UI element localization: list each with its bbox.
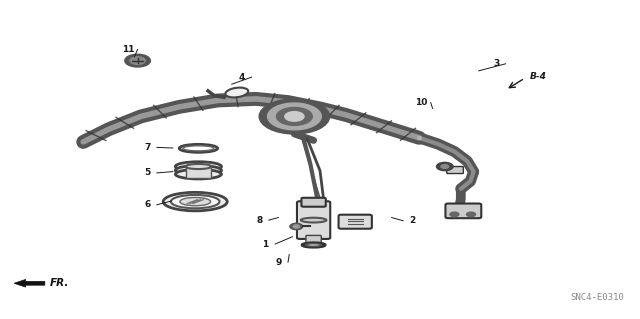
Ellipse shape	[180, 197, 211, 206]
Ellipse shape	[301, 218, 326, 223]
Text: 8: 8	[256, 216, 262, 225]
Text: B-4: B-4	[530, 72, 547, 81]
Circle shape	[293, 225, 300, 228]
Ellipse shape	[175, 162, 221, 171]
Circle shape	[450, 212, 459, 217]
Circle shape	[259, 99, 330, 134]
Ellipse shape	[302, 243, 325, 247]
Text: 6: 6	[144, 200, 150, 209]
Ellipse shape	[175, 169, 221, 179]
Circle shape	[441, 165, 449, 168]
FancyBboxPatch shape	[301, 198, 326, 207]
Circle shape	[130, 57, 145, 64]
Circle shape	[125, 54, 150, 67]
Ellipse shape	[225, 88, 248, 97]
Ellipse shape	[171, 195, 220, 208]
Ellipse shape	[175, 166, 221, 175]
Circle shape	[290, 223, 303, 230]
FancyBboxPatch shape	[445, 204, 481, 218]
Text: 11: 11	[122, 45, 134, 54]
Ellipse shape	[306, 244, 321, 246]
Text: FR.: FR.	[50, 278, 69, 288]
Text: SNC4-E0310: SNC4-E0310	[570, 293, 624, 302]
Polygon shape	[14, 279, 45, 287]
FancyBboxPatch shape	[339, 215, 372, 229]
Circle shape	[276, 108, 312, 125]
Text: 7: 7	[144, 143, 150, 152]
FancyBboxPatch shape	[447, 167, 463, 174]
Ellipse shape	[186, 164, 211, 169]
FancyBboxPatch shape	[186, 167, 211, 178]
FancyBboxPatch shape	[297, 201, 330, 239]
Text: 9: 9	[275, 258, 282, 267]
Text: 4: 4	[239, 73, 245, 82]
Circle shape	[285, 112, 304, 121]
Text: 5: 5	[144, 168, 150, 177]
Text: 2: 2	[410, 216, 416, 225]
Ellipse shape	[163, 192, 227, 211]
Text: 10: 10	[415, 98, 428, 107]
Circle shape	[268, 103, 321, 130]
FancyBboxPatch shape	[306, 235, 321, 243]
Text: 1: 1	[262, 240, 269, 249]
Circle shape	[436, 162, 453, 171]
Text: 3: 3	[493, 59, 499, 68]
Circle shape	[467, 212, 476, 217]
